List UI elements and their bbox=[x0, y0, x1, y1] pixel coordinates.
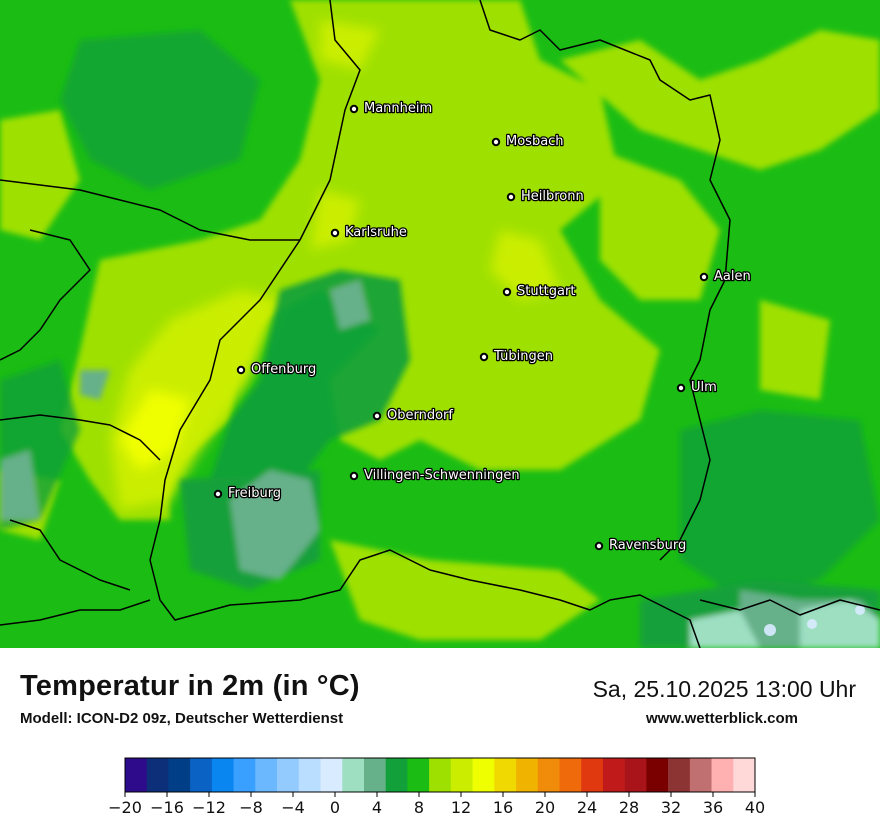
city-dot-aalen bbox=[699, 272, 709, 282]
city-dot-offenburg bbox=[236, 365, 246, 375]
city-dot-karlsruhe bbox=[330, 228, 340, 238]
legend-tick-label: 36 bbox=[703, 798, 723, 817]
legend-tick-label: −8 bbox=[239, 798, 263, 817]
legend-swatch bbox=[494, 758, 517, 792]
legend-swatch bbox=[168, 758, 191, 792]
city-dot-heilbronn bbox=[506, 192, 516, 202]
legend-swatch bbox=[211, 758, 234, 792]
legend-swatch bbox=[450, 758, 473, 792]
legend-swatch bbox=[146, 758, 169, 792]
city-label-oberndorf: Oberndorf bbox=[387, 408, 453, 423]
legend-swatch bbox=[255, 758, 278, 792]
legend-swatch bbox=[407, 758, 430, 792]
legend-swatch bbox=[277, 758, 300, 792]
legend-swatch bbox=[646, 758, 669, 792]
legend-swatch bbox=[363, 758, 386, 792]
legend-swatch bbox=[472, 758, 495, 792]
legend-tick-label: 16 bbox=[493, 798, 513, 817]
legend-swatch bbox=[668, 758, 691, 792]
city-dot-oberndorf bbox=[372, 411, 382, 421]
legend-tick-label: 8 bbox=[414, 798, 424, 817]
legend-swatch bbox=[602, 758, 625, 792]
city-dot-freiburg bbox=[213, 489, 223, 499]
city-label-ravensburg: Ravensburg bbox=[609, 538, 686, 553]
legend-swatch bbox=[537, 758, 560, 792]
city-label-mannheim: Mannheim bbox=[364, 101, 432, 116]
legend-tick-label: −16 bbox=[150, 798, 184, 817]
legend-swatch bbox=[711, 758, 734, 792]
legend-tick-label: 0 bbox=[330, 798, 340, 817]
city-dot-stuttgart bbox=[502, 287, 512, 297]
website-link[interactable]: www.wetterblick.com bbox=[646, 710, 798, 727]
legend-swatch bbox=[233, 758, 256, 792]
model-source: Modell: ICON-D2 09z, Deutscher Wetterdie… bbox=[20, 710, 344, 727]
legend-tick-label: 40 bbox=[745, 798, 765, 817]
city-label-stuttgart: Stuttgart bbox=[517, 284, 575, 299]
city-label-aalen: Aalen bbox=[714, 269, 751, 284]
city-dot-ulm bbox=[676, 383, 686, 393]
legend-swatch bbox=[190, 758, 213, 792]
legend-tick-label: −12 bbox=[192, 798, 226, 817]
legend-swatch bbox=[624, 758, 647, 792]
temperature-field: Mannheim Mosbach Heilbronn Karlsruhe Aalen St… bbox=[0, 0, 880, 648]
legend-swatch bbox=[559, 758, 582, 792]
legend-swatch bbox=[342, 758, 365, 792]
legend-swatch bbox=[320, 758, 343, 792]
legend-tick-label: 4 bbox=[372, 798, 382, 817]
city-dot-t-bingen bbox=[479, 352, 489, 362]
city-label-freiburg: Freiburg bbox=[228, 486, 281, 501]
city-markers: Mannheim Mosbach Heilbronn Karlsruhe Aalen St… bbox=[213, 100, 752, 554]
legend-swatch bbox=[298, 758, 321, 792]
legend-swatch bbox=[733, 758, 756, 792]
legend-tick-label: −4 bbox=[281, 798, 305, 817]
legend-swatch bbox=[125, 758, 148, 792]
legend-tick-label: 20 bbox=[535, 798, 555, 817]
legend-swatch bbox=[385, 758, 408, 792]
city-label-villingen-schwenningen: Villingen-Schwenningen bbox=[364, 468, 520, 483]
color-legend-bar: −20 −16 −12 −8 −4 0 4 8 12 16 20 24 28 32 36 40 bbox=[108, 757, 765, 817]
valid-datetime: Sa, 25.10.2025 13:00 Uhr bbox=[592, 676, 856, 702]
legend-swatch bbox=[689, 758, 712, 792]
legend-tick-label: −20 bbox=[108, 798, 142, 817]
legend-tick-label: 32 bbox=[661, 798, 681, 817]
city-dot-mannheim bbox=[349, 104, 359, 114]
city-dot-villingen-schwenningen bbox=[349, 471, 359, 481]
legend-swatch bbox=[581, 758, 604, 792]
color-legend: −20 −16 −12 −8 −4 0 4 8 12 16 20 24 28 32 36 40 bbox=[0, 750, 880, 830]
legend-border bbox=[124, 757, 756, 793]
city-label-karlsruhe: Karlsruhe bbox=[345, 225, 407, 240]
city-label-ulm: Ulm bbox=[691, 380, 717, 395]
map-title: Temperatur in 2m (in °C) bbox=[20, 670, 360, 702]
legend-swatch bbox=[516, 758, 539, 792]
temperature-map: Mannheim Mosbach Heilbronn Karlsruhe Aalen St… bbox=[0, 0, 880, 648]
city-label-t-bingen: Tübingen bbox=[493, 349, 553, 364]
city-label-offenburg: Offenburg bbox=[251, 362, 316, 377]
legend-tick-label: 24 bbox=[577, 798, 597, 817]
legend-swatch bbox=[429, 758, 452, 792]
city-label-heilbronn: Heilbronn bbox=[521, 189, 584, 204]
city-label-mosbach: Mosbach bbox=[506, 134, 564, 149]
legend-tick-label: 12 bbox=[451, 798, 471, 817]
city-dot-mosbach bbox=[491, 137, 501, 147]
city-dot-ravensburg bbox=[594, 541, 604, 551]
legend-tick-label: 28 bbox=[619, 798, 639, 817]
